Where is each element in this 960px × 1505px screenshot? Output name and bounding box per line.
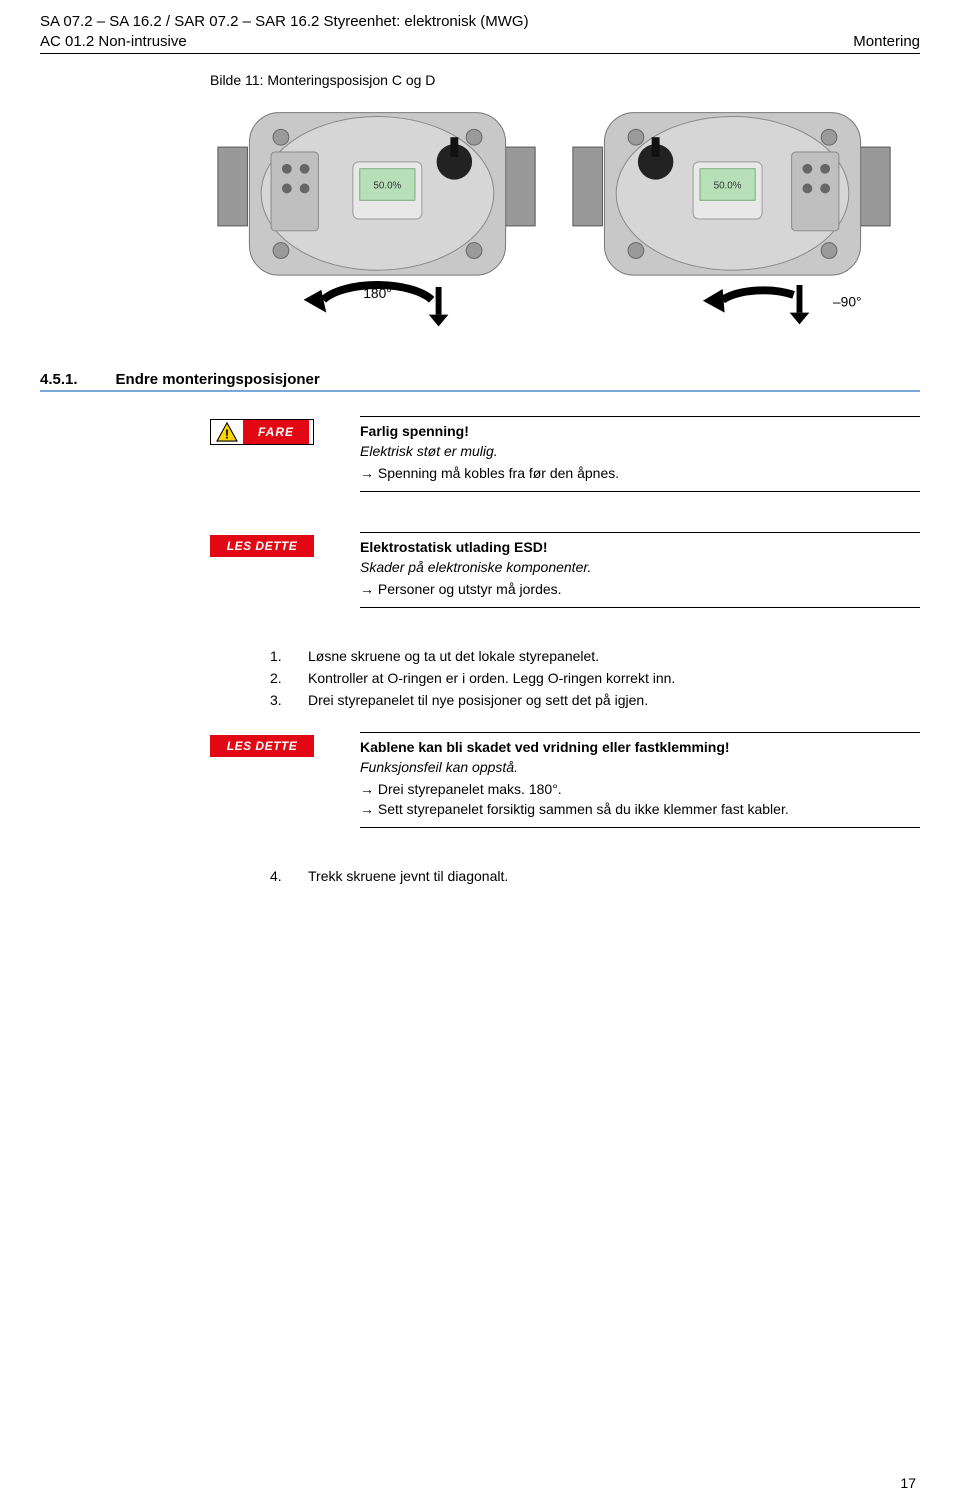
svg-text:!: ! <box>225 426 229 441</box>
rule <box>360 532 920 533</box>
notice1-title: Elektrostatisk utlading ESD! <box>360 539 920 555</box>
notice1-label-col: LES DETTE <box>210 532 332 632</box>
step-number: 4. <box>270 868 290 884</box>
header-left: SA 07.2 – SA 16.2 / SAR 07.2 – SAR 16.2 … <box>40 12 529 51</box>
step-number: 3. <box>270 692 290 708</box>
notice1-body: Elektrostatisk utlading ESD! Skader på e… <box>360 532 920 632</box>
steps-a: 1. Løsne skruene og ta ut det lokale styr… <box>270 648 920 708</box>
device-left-svg: 50.0% 180° <box>210 96 545 341</box>
danger-subtitle: Elektrisk støt er mulig. <box>360 443 920 459</box>
steps-b: 4. Trekk skruene jevnt til diagonalt. <box>270 868 920 884</box>
rule <box>360 732 920 733</box>
section-underline <box>40 390 920 392</box>
step-number: 1. <box>270 648 290 664</box>
notice1-action: Personer og utstyr må jordes. <box>360 581 920 597</box>
page-header: SA 07.2 – SA 16.2 / SAR 07.2 – SAR 16.2 … <box>40 12 920 51</box>
danger-label: ! FARE <box>210 419 314 445</box>
header-line2: AC 01.2 Non-intrusive <box>40 32 529 52</box>
danger-label-col: ! FARE <box>210 416 332 516</box>
rule <box>360 491 920 492</box>
header-line1: SA 07.2 – SA 16.2 / SAR 07.2 – SAR 16.2 … <box>40 12 529 32</box>
notice1-block: LES DETTE Elektrostatisk utlading ESD! S… <box>210 532 920 632</box>
notice2-action-line: Drei styrepanelet maks. 180°. <box>360 781 920 797</box>
section-title: Endre monteringsposisjoner <box>116 371 320 388</box>
notice1-label: LES DETTE <box>210 535 314 557</box>
device-left: 50.0% 180° <box>210 96 545 341</box>
warning-triangle-icon: ! <box>215 421 239 443</box>
danger-label-text: FARE <box>243 420 309 444</box>
step-number: 2. <box>270 670 290 686</box>
page-number: 17 <box>900 1475 916 1491</box>
danger-title: Farlig spenning! <box>360 423 920 439</box>
notice2-label-col: LES DETTE <box>210 732 332 852</box>
figure-box: 50.0% 180° <box>210 96 900 341</box>
notice2-label: LES DETTE <box>210 735 314 757</box>
step-item: 2. Kontroller at O-ringen er i orden. Leg… <box>270 670 920 686</box>
angle-right-text: –90° <box>833 295 862 310</box>
notice2-body: Kablene kan bli skadet ved vridning elle… <box>360 732 920 852</box>
figure-region: Bilde 11: Monteringsposisjon C og D 50.0… <box>210 72 920 341</box>
rule <box>360 416 920 417</box>
danger-action: Spenning må kobles fra før den åpnes. <box>360 465 920 481</box>
section-number: 4.5.1. <box>40 371 78 388</box>
steps-b-list: 4. Trekk skruene jevnt til diagonalt. <box>270 868 920 884</box>
step-item: 4. Trekk skruene jevnt til diagonalt. <box>270 868 920 884</box>
step-text: Drei styrepanelet til nye posisjoner og … <box>308 692 648 708</box>
notice2-block: LES DETTE Kablene kan bli skadet ved vri… <box>210 732 920 852</box>
notice2-actions: Drei styrepanelet maks. 180°. Sett styrep… <box>360 781 920 817</box>
notice2-title: Kablene kan bli skadet ved vridning elle… <box>360 739 920 755</box>
notice1-subtitle: Skader på elektroniske komponenter. <box>360 559 920 575</box>
danger-block: ! FARE Farlig spenning! Elektrisk støt e… <box>210 416 920 516</box>
step-text: Løsne skruene og ta ut det lokale styrep… <box>308 648 599 664</box>
step-item: 3. Drei styrepanelet til nye posisjoner o… <box>270 692 920 708</box>
step-text: Kontroller at O-ringen er i orden. Legg … <box>308 670 675 686</box>
notice2-subtitle: Funksjonsfeil kan oppstå. <box>360 759 920 775</box>
steps-a-list: 1. Løsne skruene og ta ut det lokale styr… <box>270 648 920 708</box>
svg-text:50.0%: 50.0% <box>373 180 401 191</box>
step-text: Trekk skruene jevnt til diagonalt. <box>308 868 508 884</box>
device-right: 50.0% –90° <box>565 96 900 341</box>
header-rule <box>40 53 920 54</box>
rule <box>360 827 920 828</box>
step-item: 1. Løsne skruene og ta ut det lokale styr… <box>270 648 920 664</box>
header-right: Montering <box>853 32 920 52</box>
rule <box>360 607 920 608</box>
svg-text:50.0%: 50.0% <box>714 180 742 191</box>
figure-caption: Bilde 11: Monteringsposisjon C og D <box>210 72 920 88</box>
section-heading: 4.5.1. Endre monteringsposisjoner <box>40 371 920 388</box>
device-right-svg: 50.0% –90° <box>565 96 900 341</box>
danger-body: Farlig spenning! Elektrisk støt er mulig… <box>360 416 920 516</box>
angle-left-text: 180° <box>363 286 392 301</box>
notice2-action-line: Sett styrepanelet forsiktig sammen så du… <box>360 801 920 817</box>
